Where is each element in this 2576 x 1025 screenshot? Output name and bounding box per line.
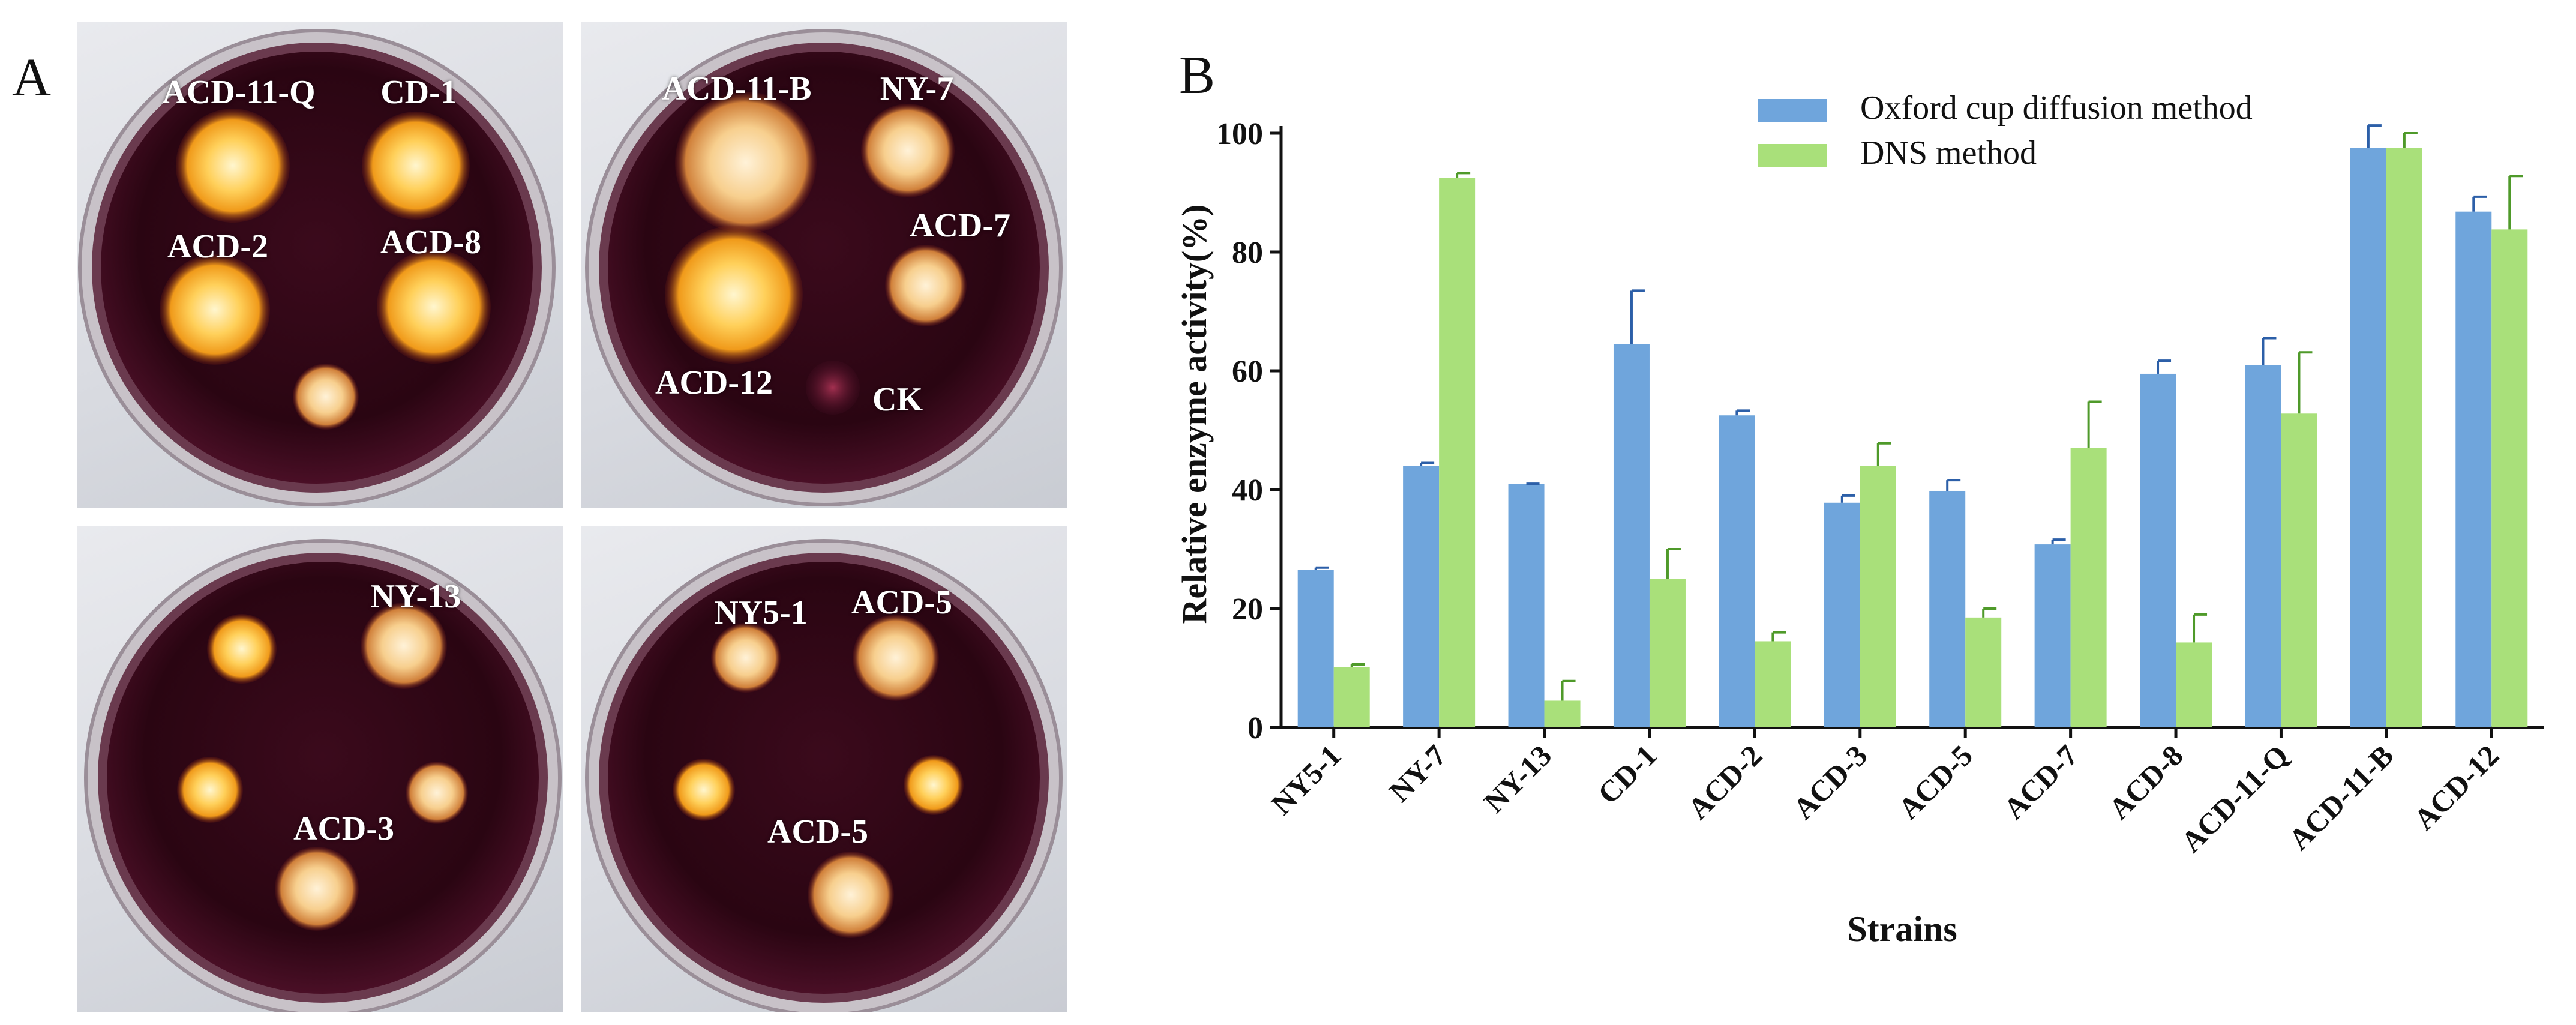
y-axis-label: Relative enzyme activity(%) (1175, 205, 1214, 624)
plate-top-left-image (78, 29, 556, 506)
x-tick-label: ACD-12 (2407, 738, 2505, 836)
label-acd-7: ACD-7 (910, 207, 1010, 244)
halo-ny-13 (361, 603, 447, 689)
label-acd-12: ACD-12 (655, 364, 773, 401)
plate-photo-bottom-right: NY5-1 ACD-5 ACD-5 (581, 526, 1067, 1012)
bar-oxford (2140, 373, 2176, 727)
halo-acd-3 (275, 847, 359, 931)
halo-cd-1 (362, 112, 470, 220)
legend-label-oxford: Oxford cup diffusion method (1860, 89, 2253, 127)
x-tick-label: NY5-1 (1265, 738, 1348, 821)
bar-dns (1860, 466, 1896, 727)
label-ny5-1: NY5-1 (714, 594, 808, 631)
halo-acd-12 (665, 226, 803, 364)
label-ny-13: NY-13 (370, 578, 461, 615)
plate-photo-top-right: ACD-11-B NY-7 ACD-7 ACD-12 CK (581, 22, 1067, 508)
bar-oxford (1929, 490, 1966, 727)
bar-oxford (2245, 365, 2281, 727)
halo-acd-11-q (176, 109, 290, 223)
x-tick-label: ACD-8 (2102, 738, 2190, 826)
halo-acd-7 (885, 245, 967, 326)
label-acd-2: ACD-2 (167, 228, 268, 265)
halo-ny-7 (861, 104, 955, 197)
label-acd-11-q: ACD-11-Q (162, 74, 316, 111)
label-acd-3: ACD-3 (293, 810, 394, 847)
bar-dns (1649, 579, 1686, 727)
y-tick-label: 40 (1232, 473, 1263, 508)
label-ny-7: NY-7 (880, 70, 954, 107)
panel-b-letter: B (1179, 46, 1215, 105)
bar-dns (1755, 641, 1791, 727)
label-acd-5-top: ACD-5 (851, 584, 952, 621)
halo-br-1 (673, 759, 735, 821)
plate-photo-bottom-left: NY-13 ACD-3 (77, 526, 563, 1012)
halo-bl-1 (207, 614, 277, 684)
bar-oxford (1508, 484, 1545, 727)
halo-acd-5-top (853, 615, 939, 701)
bar-oxford (2455, 211, 2492, 727)
x-tick-label: ACD-11-Q (2175, 738, 2295, 859)
bar-oxford (2034, 544, 2071, 727)
legend-swatch-oxford (1758, 99, 1827, 122)
x-tick-label: ACD-7 (1997, 738, 2085, 826)
bar-dns (2070, 448, 2107, 727)
y-tick-label: 20 (1232, 592, 1263, 627)
plate-bottom-left-image (84, 539, 562, 1012)
x-tick-label: ACD-3 (1786, 738, 1874, 826)
panel-b-chart: B Oxford cup diffusion method DNS method… (1175, 46, 2544, 949)
x-axis-label: Strains (1847, 909, 1957, 949)
bar-dns (2386, 148, 2422, 727)
bar-dns (2281, 413, 2317, 727)
legend-swatch-dns (1758, 144, 1827, 167)
panel-a: A (0, 0, 1080, 1025)
halo-acd-8 (377, 250, 491, 364)
bar-oxford (1719, 415, 1755, 727)
plate-top-right-image (585, 29, 1063, 506)
bar-oxford (2350, 148, 2386, 727)
bar-oxford (1403, 466, 1440, 727)
panel-a-letter: A (12, 48, 51, 107)
plot-area: 0 20 40 60 80 100 NY5-1 NY-7 NY-13 CD-1 ACD-2 ACD-3… (1216, 117, 2544, 859)
halo-unlabeled (293, 364, 359, 430)
label-acd-8: ACD-8 (380, 224, 481, 261)
x-tick-label: ACD-11-B (2282, 738, 2400, 856)
label-ck: CK (872, 381, 923, 418)
x-tick-label: NY-7 (1383, 738, 1453, 808)
y-tick-label: 0 (1247, 711, 1263, 745)
x-tick-label: NY-13 (1477, 738, 1558, 819)
plate-photo-top-left: ACD-11-Q CD-1 ACD-2 ACD-8 (77, 22, 563, 508)
halo-ny5-1 (711, 623, 781, 693)
y-tick-label: 80 (1232, 236, 1263, 270)
x-tick-label: CD-1 (1591, 738, 1663, 810)
halo-bl-2 (177, 757, 243, 823)
y-tick-label: 60 (1232, 355, 1263, 389)
x-tick-label: ACD-5 (1891, 738, 1979, 826)
chart-legend: Oxford cup diffusion method DNS method (1758, 89, 2253, 172)
label-acd-11-b: ACD-11-B (662, 70, 812, 107)
y-tick-label: 100 (1216, 117, 1263, 151)
bar-dns (1333, 667, 1370, 727)
halo-acd-11-b (675, 92, 817, 233)
bar-oxford (1297, 570, 1334, 727)
bar-dns (1965, 617, 2002, 727)
bar-oxford (1613, 344, 1650, 727)
bar-dns (2491, 229, 2528, 727)
x-tick-label: ACD-2 (1681, 738, 1769, 826)
bar-dns (2176, 642, 2212, 727)
halo-ck (806, 361, 860, 415)
plate-bottom-right-image (585, 539, 1063, 1012)
legend-label-dns: DNS method (1860, 134, 2037, 172)
halo-acd-5-bottom (808, 852, 894, 938)
bar-dns (1439, 178, 1476, 727)
bar-oxford (1824, 502, 1860, 727)
bar-dns (1544, 700, 1581, 727)
halo-br-2 (904, 755, 964, 815)
label-cd-1: CD-1 (380, 74, 457, 111)
halo-bl-3 (406, 762, 468, 824)
halo-acd-2 (160, 254, 270, 365)
label-acd-5-bottom: ACD-5 (767, 813, 868, 850)
